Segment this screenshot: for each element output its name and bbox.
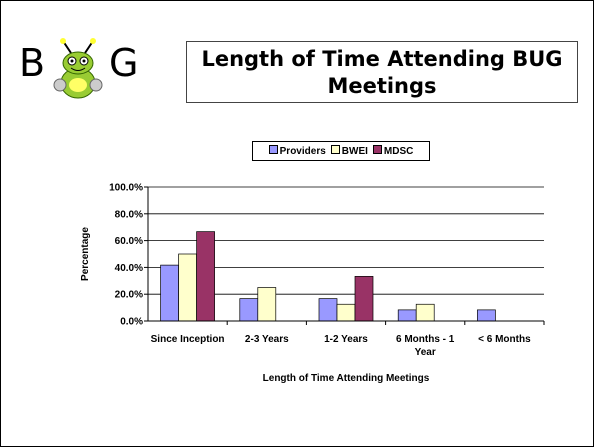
legend-label: MDSC [383, 146, 414, 157]
y-tick-label: 60.0% [115, 236, 143, 247]
logo-letter: G [109, 41, 139, 85]
legend-swatch [330, 145, 340, 154]
x-tick-label: Since Inception [150, 334, 225, 345]
y-tick-label: 80.0% [115, 209, 143, 220]
bar [178, 253, 197, 322]
legend-item: Providers [268, 145, 326, 157]
bar [415, 303, 435, 322]
legend-label: Providers [279, 146, 326, 157]
bar [477, 309, 496, 322]
bar [318, 298, 338, 322]
y-tick-label: 0.0% [120, 317, 143, 328]
x-tick-label: 2-3 Years [244, 334, 289, 345]
x-tick-label: < 6 Months [478, 334, 531, 345]
legend-item: BWEI [330, 145, 368, 157]
bar [196, 231, 215, 322]
logo-letter: B [19, 41, 46, 85]
legend-swatch [372, 145, 382, 154]
legend-item: MDSC [372, 145, 414, 157]
bar [397, 309, 417, 322]
slide-title: Length of Time Attending BUG Meetings [186, 41, 578, 103]
y-axis-label: Percentage [80, 227, 91, 281]
bar [239, 298, 259, 322]
x-tick-label: 1-2 Years [324, 334, 368, 345]
legend-label: BWEI [341, 146, 368, 157]
legend: Providers BWEI MDSC [252, 141, 430, 161]
y-tick-label: 100.0% [109, 183, 143, 194]
bug-icon [53, 38, 103, 99]
y-tick-label: 40.0% [115, 263, 143, 274]
x-axis-label: Length of Time Attending Meetings [262, 373, 430, 384]
y-tick-label: 20.0% [115, 290, 143, 301]
x-tick-label: 6 Months - 1 Year [396, 334, 455, 358]
bar [336, 303, 356, 322]
bar [354, 276, 374, 322]
bar [257, 287, 277, 322]
bar [160, 264, 179, 322]
legend-swatch [268, 145, 278, 154]
